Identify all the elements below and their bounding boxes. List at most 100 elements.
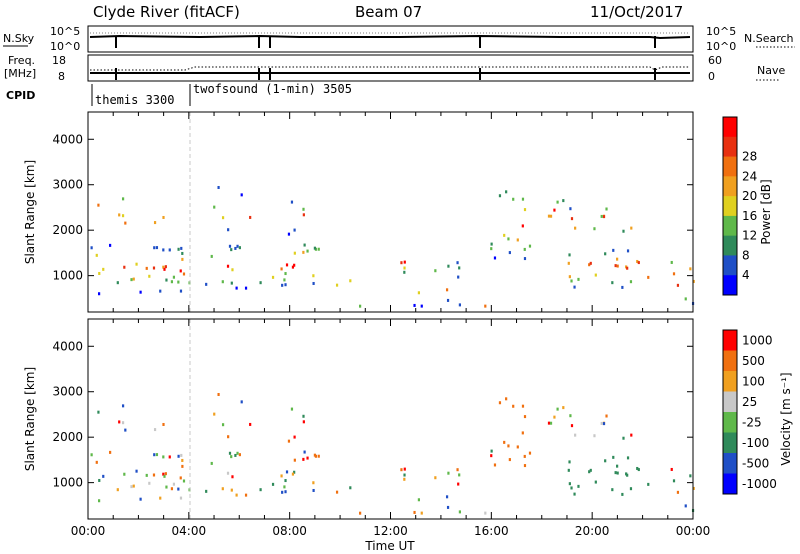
velocity-echo bbox=[400, 468, 403, 472]
nave-trace bbox=[90, 66, 690, 71]
power-echo bbox=[287, 232, 291, 236]
velocity-echo bbox=[181, 464, 184, 468]
power-echo bbox=[637, 261, 640, 265]
power-echo bbox=[594, 273, 597, 277]
velocity-echo bbox=[170, 487, 174, 491]
power-echo bbox=[238, 246, 241, 250]
beam-title: Beam 07 bbox=[355, 3, 422, 21]
colorbar-swatch bbox=[723, 156, 737, 177]
velocity-echo bbox=[234, 453, 237, 457]
power-echo bbox=[621, 285, 624, 289]
velocity-echo bbox=[181, 458, 184, 462]
velocity-echo bbox=[98, 478, 101, 482]
power-echo bbox=[523, 247, 526, 251]
power-echo bbox=[226, 264, 230, 268]
power-echo bbox=[692, 279, 695, 283]
velocity-echo bbox=[605, 414, 608, 418]
y-tick-label: 1000 bbox=[52, 476, 83, 490]
power-echo bbox=[521, 197, 525, 201]
nave-tick-bottom: 0 bbox=[708, 70, 715, 83]
colorbar-tick-label: 16 bbox=[742, 209, 757, 223]
colorbar-tick-label: 20 bbox=[742, 189, 757, 203]
velocity-echo bbox=[180, 453, 183, 457]
velocity-echo bbox=[420, 511, 423, 515]
velocity-echo bbox=[594, 480, 597, 484]
power-echo bbox=[403, 260, 406, 264]
velocity-echo bbox=[228, 451, 232, 455]
velocity-echo bbox=[457, 482, 460, 486]
power-echo bbox=[458, 266, 461, 270]
velocity-echo bbox=[284, 479, 287, 483]
velocity-echo bbox=[145, 473, 148, 477]
freq-unit-label: [MHz] bbox=[4, 67, 36, 80]
velocity-echo bbox=[434, 476, 437, 480]
velocity-echo bbox=[570, 424, 574, 428]
colorbar-swatch bbox=[723, 117, 737, 138]
power-echo bbox=[604, 252, 607, 256]
velocity-echo bbox=[244, 493, 248, 497]
x-tick-label: 00:00 bbox=[676, 524, 711, 538]
velocity-echo bbox=[132, 484, 135, 488]
velocity-echo bbox=[291, 472, 295, 476]
velocity-echo bbox=[359, 511, 362, 515]
colorbar-swatch bbox=[723, 196, 737, 217]
power-echo bbox=[162, 248, 165, 252]
nsky-tick-bottom: 10^0 bbox=[50, 40, 80, 53]
power-echo bbox=[600, 214, 603, 218]
velocity-echo bbox=[670, 467, 673, 471]
power-echo bbox=[97, 203, 100, 207]
power-echo bbox=[446, 298, 450, 302]
power-echo bbox=[145, 266, 148, 270]
power-echo bbox=[283, 278, 286, 282]
colorbar-tick-label: 12 bbox=[742, 229, 757, 243]
power-echo bbox=[109, 243, 112, 247]
power-echo bbox=[249, 215, 252, 219]
colorbar-tick-label: 25 bbox=[742, 395, 757, 409]
velocity-echo bbox=[177, 487, 180, 491]
velocity-echo bbox=[508, 458, 511, 462]
colorbar-swatch bbox=[723, 136, 737, 158]
velocity-echo bbox=[547, 421, 551, 425]
power-echo bbox=[676, 283, 680, 287]
velocity-echo bbox=[102, 474, 105, 478]
velocity-echo bbox=[403, 473, 406, 477]
cpid-themis: themis 3300 bbox=[95, 93, 174, 107]
power-echo bbox=[589, 261, 592, 265]
power-echo bbox=[335, 283, 339, 287]
power-echo bbox=[159, 289, 162, 293]
velocity-echo bbox=[135, 469, 138, 473]
velocity-echo bbox=[271, 482, 275, 486]
power-colorbar: 4 8 12 16 20 24 28 bbox=[722, 116, 757, 296]
velocity-echo bbox=[458, 510, 462, 514]
power-ylabel: Slant Range [km] bbox=[23, 160, 37, 264]
velocity-echo bbox=[163, 474, 166, 478]
power-echo bbox=[163, 267, 166, 271]
colorbar-swatch bbox=[723, 215, 737, 237]
colorbar-tick-label: -100 bbox=[742, 436, 769, 450]
velocity-echo bbox=[123, 472, 126, 476]
power-echo bbox=[293, 263, 296, 267]
power-echo bbox=[670, 260, 673, 264]
velocity-echo bbox=[280, 474, 283, 478]
velocity-echo bbox=[458, 473, 461, 477]
velocity-echo bbox=[236, 451, 239, 455]
power-echo bbox=[116, 281, 119, 285]
power-colorbar-label: Power [dB] bbox=[759, 179, 773, 244]
power-echo bbox=[118, 213, 121, 217]
power-echo bbox=[413, 303, 416, 307]
nsky-trace bbox=[89, 34, 691, 40]
power-echo bbox=[177, 247, 180, 251]
velocity-echo bbox=[162, 422, 165, 426]
power-echo bbox=[182, 272, 186, 276]
velocity-echo bbox=[217, 392, 220, 396]
velocity-echo bbox=[567, 468, 570, 472]
power-echo bbox=[135, 262, 138, 266]
velocity-echo bbox=[230, 488, 233, 492]
velocity-ylabel: Slant Range [km] bbox=[23, 367, 37, 471]
power-echo bbox=[456, 261, 459, 265]
power-echo bbox=[313, 246, 316, 250]
velocity-echo bbox=[302, 420, 305, 424]
power-echo bbox=[512, 197, 515, 201]
power-echo bbox=[165, 278, 168, 282]
velocity-echo bbox=[302, 457, 305, 461]
